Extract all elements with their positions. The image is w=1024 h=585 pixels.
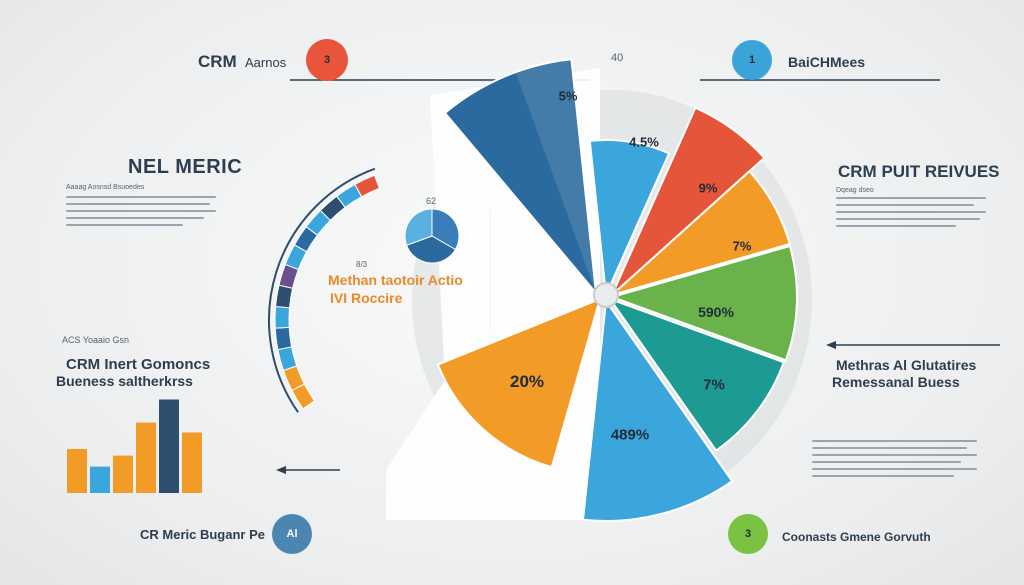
slice-label-5: 590% [698, 304, 734, 320]
center-label-secondary: IVI Roccire [330, 290, 403, 306]
pie-slice [611, 106, 766, 296]
slice-label-1: 5% [558, 88, 578, 104]
top-right-heading: BaiCHMees [788, 54, 866, 70]
mid-left-heading: CRM Inert Gomoncs [66, 356, 211, 373]
left-heading: NEL MERIC [128, 156, 243, 178]
arc-segment [275, 284, 294, 309]
mid-right-heading: Methras Al Glutatires [836, 357, 977, 373]
slice-label-2: 4.5% [629, 134, 659, 150]
slice-label-4: 7% [732, 238, 752, 254]
pie-slice [436, 297, 602, 469]
pie-slice [588, 139, 671, 299]
right-paragraph [836, 197, 986, 232]
badge-top-right: 1 [732, 40, 772, 80]
bar [113, 455, 133, 493]
arc-outline [268, 167, 376, 413]
left-paragraph [66, 196, 216, 231]
arc-segment [354, 174, 381, 198]
arc-segment [277, 346, 298, 372]
arrow-left-icon [826, 341, 836, 349]
bar [90, 466, 110, 493]
small-pie-slice [405, 235, 457, 264]
left-paragraph-title: Aaaag Aosnsd Bsuoedes [66, 184, 145, 191]
pie-slice [608, 244, 798, 362]
bar [67, 449, 87, 493]
mid-right-paragraph [812, 440, 977, 482]
bottom-left-text: CR Meric Buganr Pe [140, 527, 265, 542]
slice-label-6: 7% [703, 376, 725, 394]
top-left-heading: CRM [198, 52, 237, 71]
bar [159, 399, 179, 493]
mid-left-subheading: Bueness saltherkrss [56, 373, 193, 389]
pie-slice [607, 296, 786, 452]
top-center-small-label: 40 [611, 52, 624, 64]
badge-bottom-right: 3 [728, 514, 768, 554]
bar [136, 422, 156, 493]
right-paragraph-title: Dqeag dseo [836, 187, 874, 194]
badge-bottom-left: Al [272, 514, 312, 554]
mid-right-subheading: Remessanal Buess [832, 374, 960, 390]
pie-slice [581, 298, 734, 522]
arc-segment [274, 305, 291, 329]
arc-segment [274, 326, 293, 351]
top-left-subheading: Aarnos [245, 55, 287, 70]
pie-center-hub [593, 282, 619, 308]
pie-slice [443, 58, 598, 297]
center-small-label: 8/3 [356, 260, 368, 269]
slice-label-7: 489% [610, 426, 650, 444]
bar [182, 432, 202, 493]
small-pie-top-label: 62 [426, 196, 437, 206]
right-heading: CRM PUIT REIVUES [838, 162, 1000, 181]
slice-label-3: 9% [698, 180, 718, 196]
mid-left-small-label: ACS Yoaaio Gsn [62, 335, 130, 345]
center-label-primary: Methan taotoir Actio [328, 272, 463, 288]
slice-label-8: 20% [509, 372, 545, 391]
decorative-arc-stack [268, 167, 381, 413]
arrow-left-icon [276, 466, 286, 474]
bar-chart [67, 399, 202, 493]
pie-slice [611, 169, 792, 296]
badge-top-left: 3 [306, 39, 348, 81]
bottom-right-text: Coonasts Gmene Gorvuth [782, 530, 931, 544]
small-pie-slice [404, 208, 433, 246]
small-pie-chart [404, 208, 460, 264]
pie-slice-highlight [515, 59, 596, 293]
main-pie-chart [436, 58, 798, 522]
